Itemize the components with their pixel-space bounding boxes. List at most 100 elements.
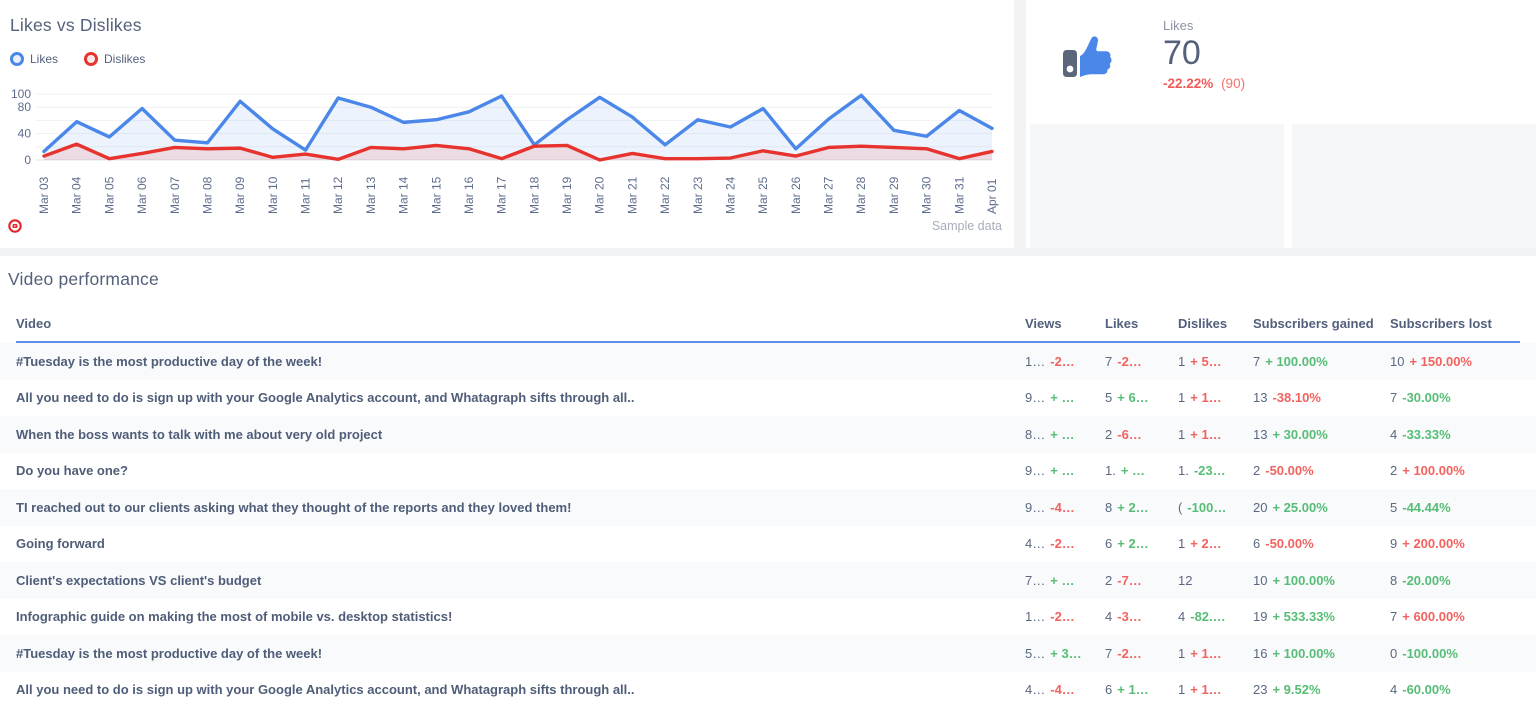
dislikes-cell: 1 + 1…: [1178, 682, 1222, 698]
svg-text:Mar 10: Mar 10: [266, 176, 280, 214]
video-title: When the boss wants to talk with me abou…: [16, 426, 383, 442]
lost-cell: 2 + 100.00%: [1390, 463, 1465, 479]
table-row[interactable]: #Tuesday is the most productive day of t…: [0, 635, 1536, 672]
lost-cell: 10 + 150.00%: [1390, 353, 1472, 369]
lost-cell: 7 -30.00%: [1390, 390, 1451, 406]
gained-cell: 19 + 533.33%: [1253, 609, 1335, 625]
svg-text:Mar 28: Mar 28: [854, 176, 868, 214]
video-title: TI reached out to our clients asking wha…: [16, 499, 572, 515]
svg-text:Mar 15: Mar 15: [429, 176, 443, 214]
likes-widget-label: Likes: [1163, 18, 1194, 33]
views-cell: 8… + …: [1025, 426, 1075, 442]
video-table-body: #Tuesday is the most productive day of t…: [0, 343, 1536, 708]
chart-title: Likes vs Dislikes: [10, 15, 142, 35]
gained-cell: 7 + 100.00%: [1253, 353, 1328, 369]
column-header-views: Views: [1025, 316, 1062, 331]
svg-text:Mar 11: Mar 11: [299, 177, 313, 214]
svg-text:Mar 19: Mar 19: [560, 176, 574, 214]
legend-item-dislikes[interactable]: Dislikes: [84, 52, 145, 66]
svg-text:40: 40: [18, 127, 32, 141]
svg-text:Mar 12: Mar 12: [331, 176, 345, 214]
likes-cell: 7 -2…: [1105, 353, 1142, 369]
table-row[interactable]: Do you have one? 9… + … 1. + … 1. -23… 2 -50.00%…: [0, 453, 1536, 490]
top-row: Likes vs Dislikes Likes Dislikes 0 40 80 10…: [0, 0, 1536, 248]
views-cell: 4… -2…: [1025, 536, 1075, 552]
svg-text:Mar 04: Mar 04: [70, 176, 84, 214]
gained-cell: 16 + 100.00%: [1253, 645, 1335, 661]
table-row[interactable]: TI reached out to our clients asking wha…: [0, 489, 1536, 526]
svg-text:Mar 20: Mar 20: [593, 176, 607, 214]
video-performance-section: Video performance Video Views Likes Disl…: [0, 256, 1536, 724]
dislikes-cell: 1 + 5…: [1178, 353, 1222, 369]
likes-cell: 5 + 6…: [1105, 390, 1149, 406]
svg-text:Mar 23: Mar 23: [691, 176, 705, 214]
svg-text:Mar 07: Mar 07: [168, 176, 182, 214]
legend-label: Dislikes: [104, 52, 146, 66]
dislikes-cell: 1 + 2…: [1178, 536, 1222, 552]
views-cell: 9… -4…: [1025, 499, 1075, 515]
legend-item-likes[interactable]: Likes: [10, 52, 58, 66]
table-row[interactable]: When the boss wants to talk with me abou…: [0, 416, 1536, 453]
svg-text:Apr 01: Apr 01: [985, 178, 999, 214]
video-title: All you need to do is sign up with your …: [16, 682, 635, 698]
legend-label: Likes: [30, 52, 59, 66]
lost-cell: 9 + 200.00%: [1390, 536, 1465, 552]
svg-text:Mar 24: Mar 24: [723, 176, 737, 214]
likes-widget-value: 70: [1163, 34, 1201, 72]
gained-cell: 13 -38.10%: [1253, 390, 1321, 406]
column-header-subscribers-lost: Subscribers lost: [1390, 316, 1492, 331]
views-cell: 7… + …: [1025, 572, 1075, 588]
table-row[interactable]: All you need to do is sign up with your …: [0, 672, 1536, 709]
lost-cell: 5 -44.44%: [1390, 499, 1451, 515]
svg-text:Mar 17: Mar 17: [495, 176, 509, 214]
svg-text:Mar 30: Mar 30: [920, 176, 934, 214]
dislikes-cell: 12: [1178, 572, 1193, 588]
likes-cell: 2 -7…: [1105, 572, 1142, 588]
views-cell: 9… + …: [1025, 463, 1075, 479]
svg-text:Mar 29: Mar 29: [887, 176, 901, 214]
thumbs-up-icon: [1063, 36, 1112, 77]
likes-widget-text: Likes 70 -22.22% (90): [1163, 18, 1245, 91]
svg-text:Mar 03: Mar 03: [37, 176, 51, 214]
likes-cell: 1. + …: [1105, 463, 1146, 479]
video-title: All you need to do is sign up with your …: [16, 390, 635, 406]
svg-text:80: 80: [18, 100, 32, 114]
table-row[interactable]: Client's expectations VS client's budget…: [0, 562, 1536, 599]
lost-cell: 0 -100.00%: [1390, 645, 1458, 661]
likes-cell: 6 + 1…: [1105, 682, 1149, 698]
gained-cell: 6 -50.00%: [1253, 536, 1314, 552]
dislikes-cell: (-100…: [1178, 499, 1227, 515]
table-row[interactable]: #Tuesday is the most productive day of t…: [0, 343, 1536, 380]
likes-previous-value: (90): [1221, 76, 1246, 91]
svg-text:Mar 27: Mar 27: [822, 176, 836, 214]
svg-text:Mar 06: Mar 06: [135, 176, 149, 214]
chart-legend: Likes Dislikes: [10, 52, 145, 66]
likes-vs-dislikes-card: Likes vs Dislikes Likes Dislikes 0 40 80 10…: [0, 0, 1014, 248]
table-header: Video Views Likes Dislikes Subscribers g…: [16, 291, 1520, 343]
svg-text:Mar 05: Mar 05: [102, 176, 116, 214]
views-cell: 5… + 3…: [1025, 645, 1082, 661]
dislikes-cell: 1 + 1…: [1178, 390, 1222, 406]
svg-text:Mar 16: Mar 16: [462, 176, 476, 214]
lost-cell: 8 -20.00%: [1390, 572, 1451, 588]
views-cell: 9… + …: [1025, 390, 1075, 406]
lost-cell: 4 -33.33%: [1390, 426, 1451, 442]
video-title: #Tuesday is the most productive day of t…: [16, 353, 323, 369]
likes-widget-card: Likes 70 -22.22% (90): [1026, 0, 1536, 248]
svg-text:Mar 13: Mar 13: [364, 176, 378, 214]
dislikes-cell: 1 + 1…: [1178, 645, 1222, 661]
table-row[interactable]: Going forward 4… -2… 6 + 2… 1 + 2… 6 -50.00% 9 + 2…: [0, 526, 1536, 563]
dislikes-cell: 4 -82.…: [1178, 609, 1226, 625]
video-performance-title: Video performance: [8, 269, 159, 289]
sample-data-note: Sample data: [931, 219, 1002, 233]
video-title: Infographic guide on making the most of …: [16, 609, 453, 625]
table-row[interactable]: All you need to do is sign up with your …: [0, 380, 1536, 417]
likes-cell: 8 + 2…: [1105, 499, 1149, 515]
section-divider: [0, 248, 1536, 256]
video-title: Going forward: [16, 536, 105, 552]
likes-cell: 4 -3…: [1105, 609, 1142, 625]
dislikes-cell: 1. -23…: [1178, 463, 1226, 479]
table-row[interactable]: Infographic guide on making the most of …: [0, 599, 1536, 636]
svg-text:100: 100: [11, 88, 31, 101]
